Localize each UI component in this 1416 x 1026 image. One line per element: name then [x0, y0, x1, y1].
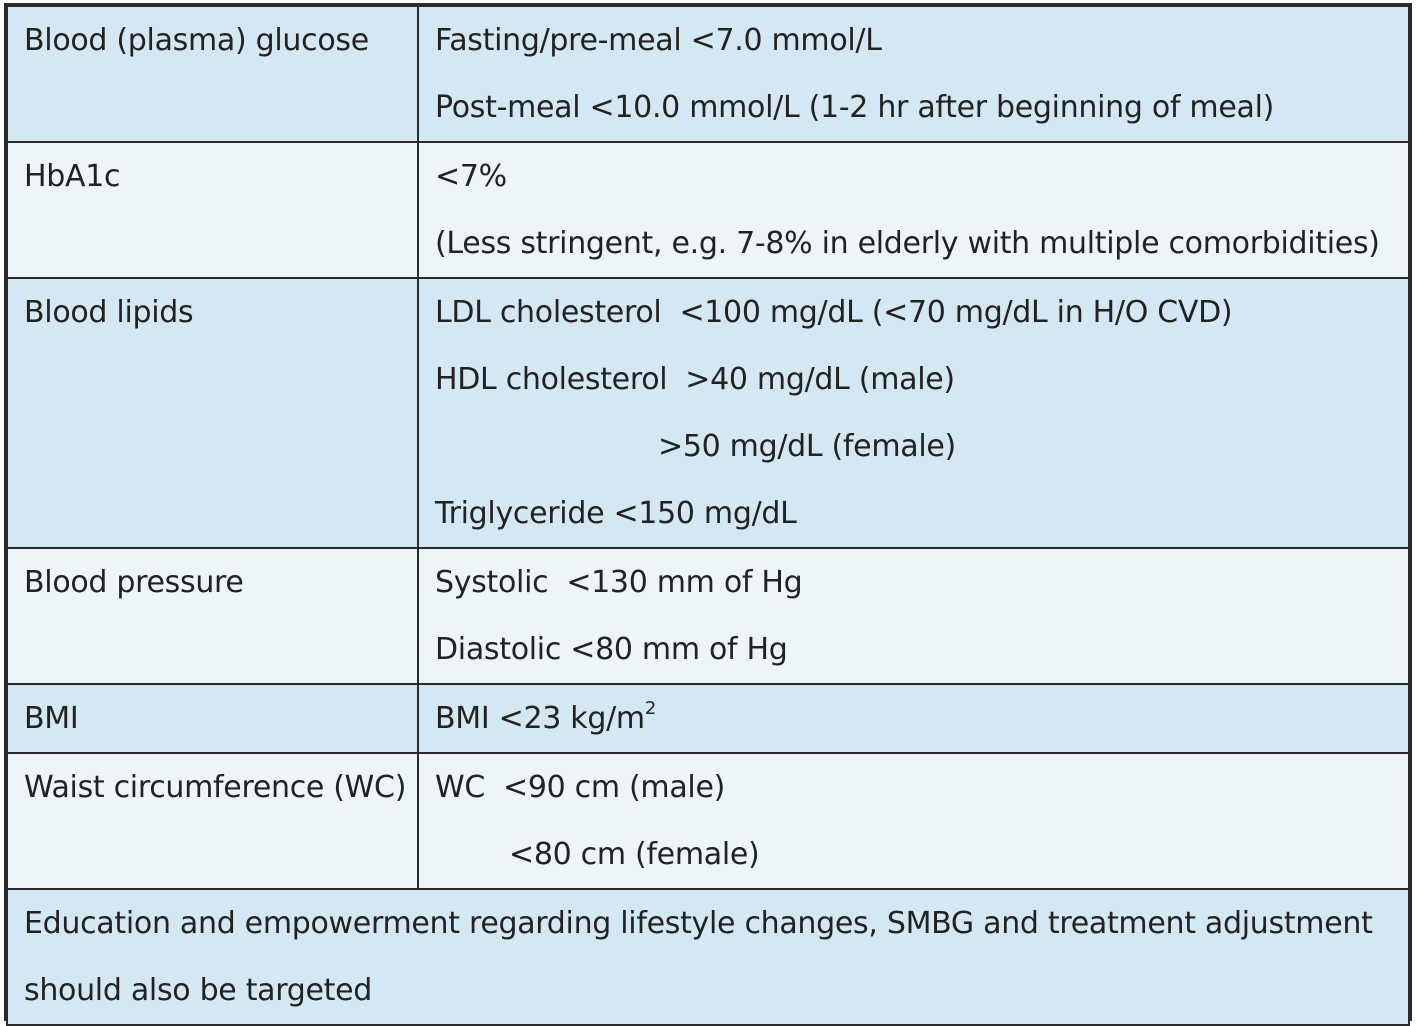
row-label: Waist circumference (WC): [6, 752, 419, 890]
row-values: <7% (Less stringent, e.g. 7-8% in elderl…: [417, 141, 1410, 279]
value-line: <7%: [435, 159, 507, 194]
value-line-systolic: Systolic <130 mm of Hg: [435, 565, 803, 600]
value-line-triglyceride: Triglyceride <150 mg/dL: [435, 496, 797, 531]
row-label: Blood pressure: [6, 547, 419, 685]
value-line: Post-meal <10.0 mmol/L (1-2 hr after beg…: [435, 90, 1275, 125]
table-row-bmi: BMI BMI <23 kg/m2: [6, 683, 1410, 754]
row-values: Fasting/pre-meal <7.0 mmol/L Post-meal <…: [417, 5, 1410, 143]
diabetes-targets-table: Blood (plasma) glucose Fasting/pre-meal …: [4, 3, 1412, 1026]
superscript: 2: [644, 698, 656, 719]
value-line: (Less stringent, e.g. 7-8% in elderly wi…: [435, 226, 1380, 261]
value-line-wc-female: <80 cm (female): [509, 837, 760, 872]
value-line-bmi: BMI <23 kg/m2: [435, 698, 656, 737]
table-row-blood-pressure: Blood pressure Systolic <130 mm of Hg Dia…: [6, 547, 1410, 685]
targets-table: Blood (plasma) glucose Fasting/pre-meal …: [6, 5, 1410, 1026]
footer-line: should also be targeted: [24, 973, 373, 1008]
table-row-glucose: Blood (plasma) glucose Fasting/pre-meal …: [6, 5, 1410, 143]
table-row-waist: Waist circumference (WC) WC <90 cm (male)…: [6, 752, 1410, 890]
value-line-hdl-female: >50 mg/dL (female): [658, 429, 956, 464]
footer-line: Education and empowerment regarding life…: [24, 906, 1373, 941]
value-line-hdl-male: HDL cholesterol >40 mg/dL (male): [435, 362, 955, 397]
row-label: HbA1c: [6, 141, 419, 279]
row-values: WC <90 cm (male) <80 cm (female): [417, 752, 1410, 890]
row-values: Systolic <130 mm of Hg Diastolic <80 mm o…: [417, 547, 1410, 685]
row-label: Blood (plasma) glucose: [6, 5, 419, 143]
value-line-wc-male: WC <90 cm (male): [435, 770, 726, 805]
value-line-diastolic: Diastolic <80 mm of Hg: [435, 632, 788, 667]
table-row-lipids: Blood lipids LDL cholesterol <100 mg/dL (…: [6, 277, 1410, 549]
value-line: Fasting/pre-meal <7.0 mmol/L: [435, 23, 882, 58]
table-row-footer: Education and empowerment regarding life…: [6, 888, 1410, 1026]
row-label: Blood lipids: [6, 277, 419, 549]
row-values: LDL cholesterol <100 mg/dL (<70 mg/dL in …: [417, 277, 1410, 549]
value-line-ldl: LDL cholesterol <100 mg/dL (<70 mg/dL in …: [435, 295, 1233, 330]
table-row-hba1c: HbA1c <7% (Less stringent, e.g. 7-8% in …: [6, 141, 1410, 279]
footer-note: Education and empowerment regarding life…: [6, 888, 1410, 1026]
row-values: BMI <23 kg/m2: [417, 683, 1410, 754]
row-label: BMI: [6, 683, 419, 754]
